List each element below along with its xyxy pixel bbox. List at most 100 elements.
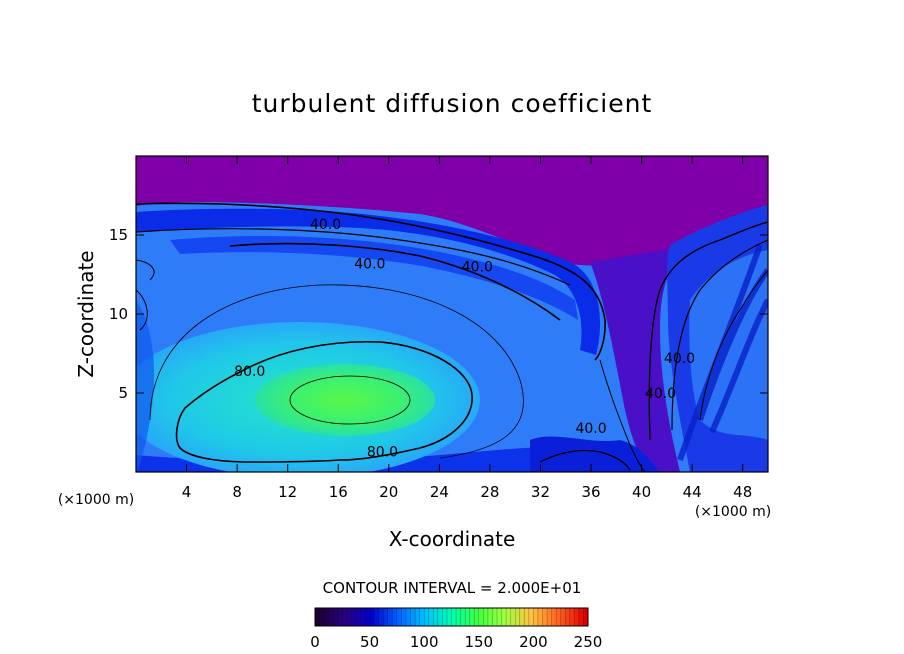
- x-tick-label: 36: [581, 483, 600, 501]
- colorbar-cell: [465, 608, 471, 626]
- contour-right-2: [671, 239, 768, 431]
- colorbar-cell: [537, 608, 543, 626]
- x-axis-ticks: 4 8 12 16 20 24 28 32 36 40 44 48: [182, 156, 752, 501]
- colorbar-cell: [315, 608, 321, 626]
- contour-labels: 40.0 40.0 40.0 80.0 80.0 40.0 40.0 40.0: [234, 217, 695, 461]
- x-tick-label: 40: [632, 483, 651, 501]
- colorbar: [314, 607, 589, 627]
- x-tick-label: 20: [379, 483, 398, 501]
- colorbar-cell: [547, 608, 553, 626]
- contour-thin-outer: [149, 284, 524, 459]
- colorbar-cell: [333, 608, 339, 626]
- colorbar-cell: [392, 608, 398, 626]
- contour-core: [289, 375, 411, 425]
- contour-label: 80.0: [234, 364, 265, 380]
- colorbar-cell: [556, 608, 562, 626]
- top-layer: [136, 156, 768, 266]
- colorbar-cell: [360, 608, 366, 626]
- colorbar-cell: [446, 608, 452, 626]
- colorbar-cell: [460, 608, 466, 626]
- colorbar-cell: [469, 608, 475, 626]
- colorbar-cell: [424, 608, 430, 626]
- left-edge: [136, 300, 155, 472]
- x-tick-label: 16: [329, 483, 348, 501]
- downdraft-zone: [590, 246, 690, 472]
- x-axis-label: X-coordinate: [389, 527, 516, 551]
- x-tick-label: 12: [278, 483, 297, 501]
- right-streaks: [677, 244, 768, 461]
- colorbar-cell: [515, 608, 521, 626]
- colorbar-cell: [328, 608, 334, 626]
- contour-label: 40.0: [354, 256, 385, 272]
- colorbar-cell: [551, 608, 557, 626]
- colorbar-cell: [474, 608, 480, 626]
- colorbar-cell: [524, 608, 530, 626]
- contour-bottom: [539, 449, 631, 471]
- colorbar-cell: [578, 608, 584, 626]
- colorbar-ticks: 0 50 100 150 200 250: [310, 633, 602, 651]
- colorbar-cell: [383, 608, 389, 626]
- contour-label: 40.0: [645, 386, 676, 402]
- colorbar-cell: [560, 608, 566, 626]
- colorbar-cell: [565, 608, 571, 626]
- colorbar-cell: [419, 608, 425, 626]
- contour-label: 80.0: [367, 444, 398, 460]
- field-area: [136, 156, 768, 472]
- colorbar-cell: [478, 608, 484, 626]
- colorbar-cell: [528, 608, 534, 626]
- x-tick-label: 44: [683, 483, 702, 501]
- chart-title: turbulent diffusion coefficient: [252, 89, 653, 118]
- x-tick-label: 32: [531, 483, 550, 501]
- colorbar-cell: [497, 608, 503, 626]
- x-unit-label: (×1000 m): [695, 504, 771, 520]
- colorbar-cell: [506, 608, 512, 626]
- colorbar-cell: [387, 608, 393, 626]
- colorbar-cell: [410, 608, 416, 626]
- core-zone: [255, 364, 435, 436]
- contour-interval-label: CONTOUR INTERVAL = 2.000E+01: [323, 579, 582, 597]
- y-tick-label: 10: [109, 305, 128, 323]
- colorbar-cell: [324, 608, 330, 626]
- contour-40-inner: [136, 228, 571, 286]
- colorbar-cell: [542, 608, 548, 626]
- colorbar-cell: [433, 608, 439, 626]
- colorbar-cell: [437, 608, 443, 626]
- colorbar-cell: [533, 608, 539, 626]
- contour-80: [175, 340, 473, 463]
- colorbar-cell: [396, 608, 402, 626]
- colorbar-cell: [483, 608, 489, 626]
- colorbar-cell: [342, 608, 348, 626]
- colorbar-cell: [487, 608, 493, 626]
- colorbar-tick-label: 200: [519, 633, 548, 651]
- z-unit-label: (×1000 m): [58, 492, 134, 508]
- contour-right-3: [699, 269, 768, 421]
- x-tick-label: 48: [733, 483, 752, 501]
- colorbar-cell: [492, 608, 498, 626]
- colorbar-cell: [346, 608, 352, 626]
- colorbar-tick-label: 150: [464, 633, 493, 651]
- colorbar-tick-label: 100: [410, 633, 439, 651]
- colorbar-cell: [351, 608, 357, 626]
- contour-right-1: [648, 221, 768, 441]
- upper-band: [136, 208, 601, 355]
- colorbar-cell: [456, 608, 462, 626]
- contour-label: 40.0: [310, 217, 341, 233]
- colorbar-cell: [510, 608, 516, 626]
- contour-left: [136, 259, 155, 331]
- colorbar-cell: [415, 608, 421, 626]
- colorbar-cell: [401, 608, 407, 626]
- x-tick-label: 24: [430, 483, 449, 501]
- colorbar-cell: [365, 608, 371, 626]
- colorbar-cell: [519, 608, 525, 626]
- colorbar-cell: [574, 608, 580, 626]
- colorbar-cell: [374, 608, 380, 626]
- contour-label: 40.0: [575, 421, 606, 437]
- x-tick-label: 8: [232, 483, 242, 501]
- contour-40-top: [136, 202, 606, 361]
- colorbar-cell: [451, 608, 457, 626]
- colorbar-cell: [369, 608, 375, 626]
- contour-lines: [136, 202, 768, 472]
- y-tick-label: 15: [109, 226, 128, 244]
- contour-label: 40.0: [664, 351, 695, 367]
